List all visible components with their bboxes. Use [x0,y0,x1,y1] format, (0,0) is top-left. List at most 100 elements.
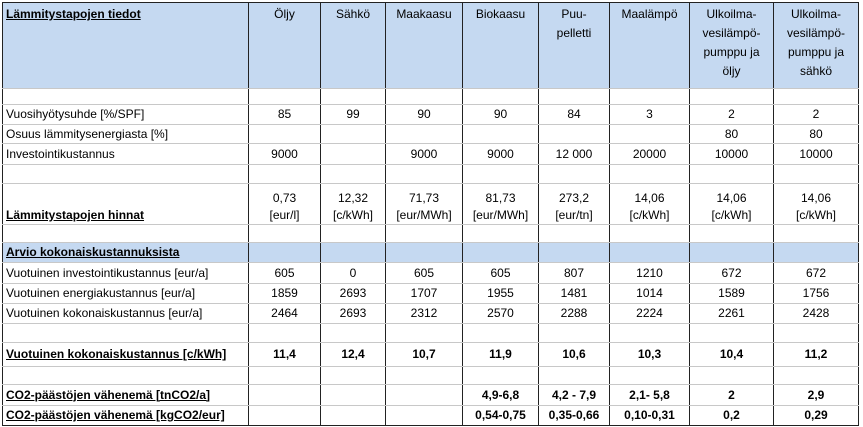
table-row: Osuus lämmitysenergiasta [%] 80 80 [2,124,859,144]
value-cell [609,124,690,144]
cell-text: 2 [728,387,735,402]
cell-text: Öljy [274,7,295,21]
value-cell: 1210 [609,262,690,284]
cell-text: 2 [728,107,735,121]
value-cell [385,366,463,385]
value-cell: 14,06 [c/kWh] [609,183,690,225]
cell-text: 2312 [410,306,438,320]
cell-text: 605 [413,265,435,280]
value-cell [538,323,610,343]
value-cell: Maalämpö [609,2,690,89]
value-cell [538,88,610,105]
value-cell: 1014 [609,283,690,304]
value-cell [248,164,321,184]
cell-text: 71,73 [eur/MWh] [396,191,452,222]
value-cell: 0,2 [689,405,774,426]
value-cell [385,323,463,343]
value-cell [385,224,463,243]
table-row: Investointikustannus 9000 9000 9000 12 000 20… [2,143,859,165]
value-cell [320,164,386,184]
cell-text: 0,2 [723,408,740,422]
row-label-cell: Vuotuinen kokonaiskustannus [c/kWh] [2,342,249,367]
value-cell: 99 [320,104,386,125]
value-cell: 14,06 [c/kWh] [773,183,859,225]
value-cell [773,224,859,243]
value-cell: Sähkö [320,2,386,89]
row-label-cell: Lämmitystapojen tiedot [2,2,249,89]
value-cell [248,88,321,105]
value-cell: 0,35-0,66 [538,405,610,426]
value-cell [689,164,774,184]
table-row: Vuotuinen energiakustannus [eur/a] 1859 26… [2,283,859,304]
cell-text: 672 [721,265,742,280]
row-label-cell [2,88,249,105]
cell-text: 99 [346,107,360,121]
table-row: CO2-päästöjen vähenemä [kgCO2/eur] 0,54-0… [2,405,859,426]
value-cell: 1955 [462,283,539,304]
cell-text: 1756 [802,286,830,300]
cell-text: 2288 [560,306,588,320]
cell-text: 10,6 [562,347,586,361]
cell-text: 80 [809,126,823,141]
value-cell: 2288 [538,303,610,324]
row-label-cell [2,366,249,385]
cell-text: 2570 [487,306,514,320]
value-cell [248,384,321,406]
value-cell [248,323,321,343]
value-cell [320,405,386,426]
cell-text: 0 [349,265,357,280]
value-cell [773,323,859,343]
cell-text: 2428 [802,306,830,320]
value-cell: 84 [538,104,610,125]
cell-text: 2693 [339,306,367,320]
table-row [2,88,859,105]
cell-text: 10,4 [719,347,744,361]
value-cell: 1859 [248,283,321,304]
cell-text: 10000 [799,146,833,161]
cell-text: 1014 [636,286,663,300]
cell-text: Puu- pelletti [556,7,592,40]
value-cell: 0,10-0,31 [609,405,690,426]
value-cell [609,224,690,243]
cell-text: 85 [277,107,292,121]
value-cell: 12,4 [320,342,386,367]
value-cell [538,242,610,263]
value-cell [385,242,463,263]
cell-text: 9000 [487,146,514,161]
row-label-cell: CO2-päästöjen vähenemä [kgCO2/eur] [2,405,249,426]
table-row [2,164,859,184]
value-cell [538,164,610,184]
value-cell [320,143,386,165]
table-row: Arvio kokonaiskustannuksista [2,242,859,263]
value-cell [462,88,539,105]
value-cell [320,323,386,343]
row-label-cell: CO2-päästöjen vähenemä [tnCO2/a] [2,384,249,406]
cell-text: 10,7 [412,347,436,361]
cell-text: 11,4 [273,347,296,361]
cell-text: 273,2 [eur/tn] [555,191,593,222]
value-cell: Öljy [248,2,321,89]
value-cell: 2570 [462,303,539,324]
row-label-cell [2,323,249,343]
value-cell: Ulkoilma- vesilämpö- pumppu ja öljy [689,2,774,89]
cell-text: 80 [724,126,739,141]
cell-text: 9000 [271,146,298,161]
cell-text: 0,29 [804,408,828,422]
value-cell [320,88,386,105]
value-cell: Puu- pelletti [538,2,610,89]
value-cell: 2261 [689,303,774,324]
value-cell [689,88,774,105]
value-cell [609,164,690,184]
value-cell [462,242,539,263]
row-label-cell [2,164,249,184]
row-label-cell: Lämmitystapojen hinnat [2,183,249,225]
value-cell: 605 [462,262,539,284]
value-cell: 10000 [689,143,774,165]
row-label-cell: Osuus lämmitysenergiasta [%] [2,124,249,144]
cell-text: 1210 [636,265,663,280]
cell-text: 2,9 [807,387,825,402]
value-cell [385,124,463,144]
cell-text: 1589 [718,286,745,300]
